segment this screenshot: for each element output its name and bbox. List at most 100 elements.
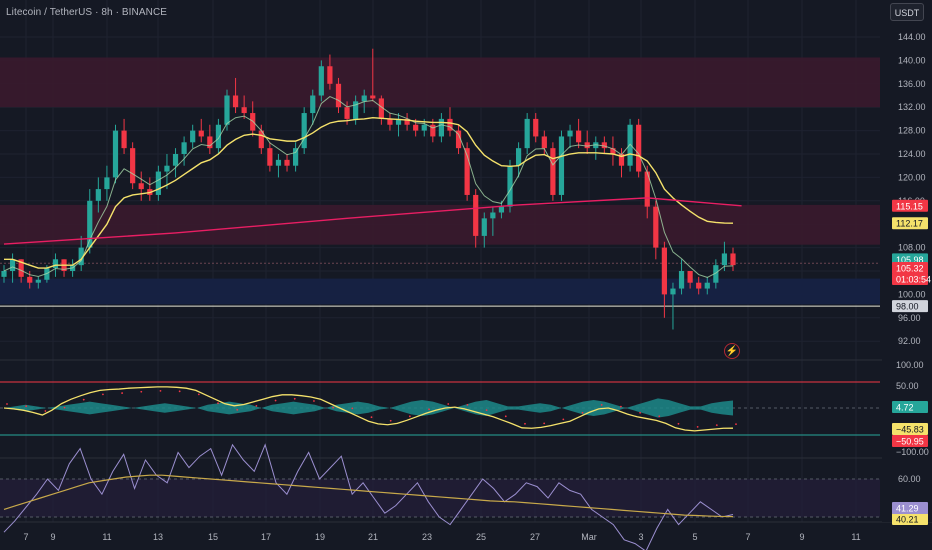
candle-body	[404, 118, 410, 125]
osc-signal-dot	[389, 419, 392, 422]
osc-signal-dot	[6, 403, 8, 405]
osc-signal-dot	[217, 402, 219, 405]
rsi-pane	[0, 443, 880, 550]
osc-tick: −100.00	[896, 447, 929, 457]
resistance-zone-upper	[0, 57, 880, 108]
price-tick: 124.00	[898, 149, 926, 159]
candle-body	[155, 171, 161, 195]
osc-signal-dot	[370, 416, 373, 419]
price-label-tag	[892, 513, 928, 525]
candle-body	[395, 118, 402, 125]
time-tick: 9	[50, 532, 55, 542]
candle-body	[644, 171, 650, 207]
osc-signal-dot	[255, 404, 258, 407]
time-tick: 17	[261, 532, 271, 542]
price-label-text: 40.21	[896, 515, 919, 525]
candle-body	[318, 66, 324, 96]
candle-body	[627, 124, 633, 166]
candle-body	[507, 165, 513, 207]
candle-body	[661, 247, 667, 295]
osc-signal-dot	[562, 418, 565, 421]
candle-body	[524, 118, 530, 149]
osc-signal-dot	[44, 410, 47, 412]
time-tick: 23	[422, 532, 432, 542]
osc-signal-dot	[121, 392, 124, 394]
osc-signal-dot	[639, 411, 641, 414]
candle-body	[378, 98, 384, 119]
currency-button[interactable]: USDT	[890, 3, 924, 21]
osc-signal-dot	[159, 389, 162, 392]
osc-signal-dot	[25, 405, 28, 408]
osc-signal-dot	[504, 415, 507, 418]
price-label-text: −45.83	[896, 425, 924, 435]
osc-signal-dot	[274, 399, 277, 402]
price-label-text: 01:03:54	[896, 275, 931, 285]
candle-body	[181, 142, 187, 154]
time-tick: 13	[153, 532, 163, 542]
candle-body	[473, 194, 479, 236]
osc-signal-dot	[82, 398, 85, 401]
candle-body	[610, 148, 616, 154]
osc-signal-dot	[428, 408, 430, 411]
candle-body	[618, 154, 625, 166]
candle-body	[130, 148, 136, 184]
rsi-tick: 60.00	[898, 474, 921, 484]
price-label-text: −50.95	[896, 437, 924, 447]
time-tick: 21	[368, 532, 378, 542]
time-tick: 7	[23, 532, 28, 542]
candle-body	[481, 218, 487, 236]
candle-body	[112, 130, 119, 178]
candle-body	[550, 148, 556, 195]
candle-body	[104, 177, 110, 190]
osc-signal-dot	[102, 393, 104, 396]
price-tick: 100.00	[898, 289, 926, 299]
lightning-icon[interactable]: ⚡	[724, 343, 740, 359]
candle-body	[198, 130, 204, 137]
candle-body	[447, 118, 453, 131]
osc-signal-dot	[197, 393, 200, 396]
candle-body	[696, 282, 702, 289]
osc-signal-dot	[332, 406, 335, 409]
candle-body	[207, 136, 213, 149]
candle-body	[293, 148, 299, 166]
price-label-tag	[892, 423, 928, 435]
osc-signal-dot	[236, 408, 239, 411]
rsi-band	[0, 479, 880, 517]
osc-signal-dot	[619, 405, 622, 408]
moving-average-lines	[3, 96, 742, 278]
osc-main-line	[3, 386, 734, 432]
price-label-tag	[892, 502, 928, 514]
osc-histogram	[4, 398, 733, 418]
candle-body	[52, 259, 59, 269]
price-label-tag	[892, 199, 928, 212]
ema-mid-line	[4, 117, 734, 269]
osc-signal-dot	[696, 425, 699, 428]
osc-signal-dot	[447, 403, 450, 405]
rsi-line	[3, 443, 734, 550]
price-label-text: 105.32	[896, 264, 924, 274]
symbol-title[interactable]: Litecoin / TetherUS · 8h · BINANCE	[6, 7, 168, 18]
price-tick: 132.00	[898, 102, 926, 112]
price-axis[interactable]: 144.00 140.00 136.00 132.00 128.00 124.00 120.…	[882, 0, 932, 525]
time-axis[interactable]: 7 9 11 13 15 17 19 21 23 25 27 Mar 3 5 7 9 11	[23, 532, 860, 542]
price-label-tag	[892, 435, 928, 447]
osc-signal-dot	[313, 400, 315, 402]
time-tick: 9	[799, 532, 804, 542]
candle-body	[138, 183, 144, 190]
osc-signal-dot	[351, 407, 354, 410]
ema-long-line	[3, 197, 742, 245]
candle-body	[232, 95, 239, 108]
candle-body	[576, 130, 582, 143]
price-tick: 96.00	[898, 313, 921, 323]
time-tick: 25	[476, 532, 486, 542]
osc-signal-dot	[715, 424, 718, 427]
candle-body	[95, 189, 101, 201]
osc-signal-dot	[735, 423, 737, 426]
time-tick: Mar	[581, 532, 597, 542]
candle-body	[515, 148, 522, 166]
candle-body	[464, 148, 470, 195]
candle-body	[533, 118, 539, 137]
candle-body	[567, 130, 573, 137]
candle-body	[121, 130, 127, 149]
